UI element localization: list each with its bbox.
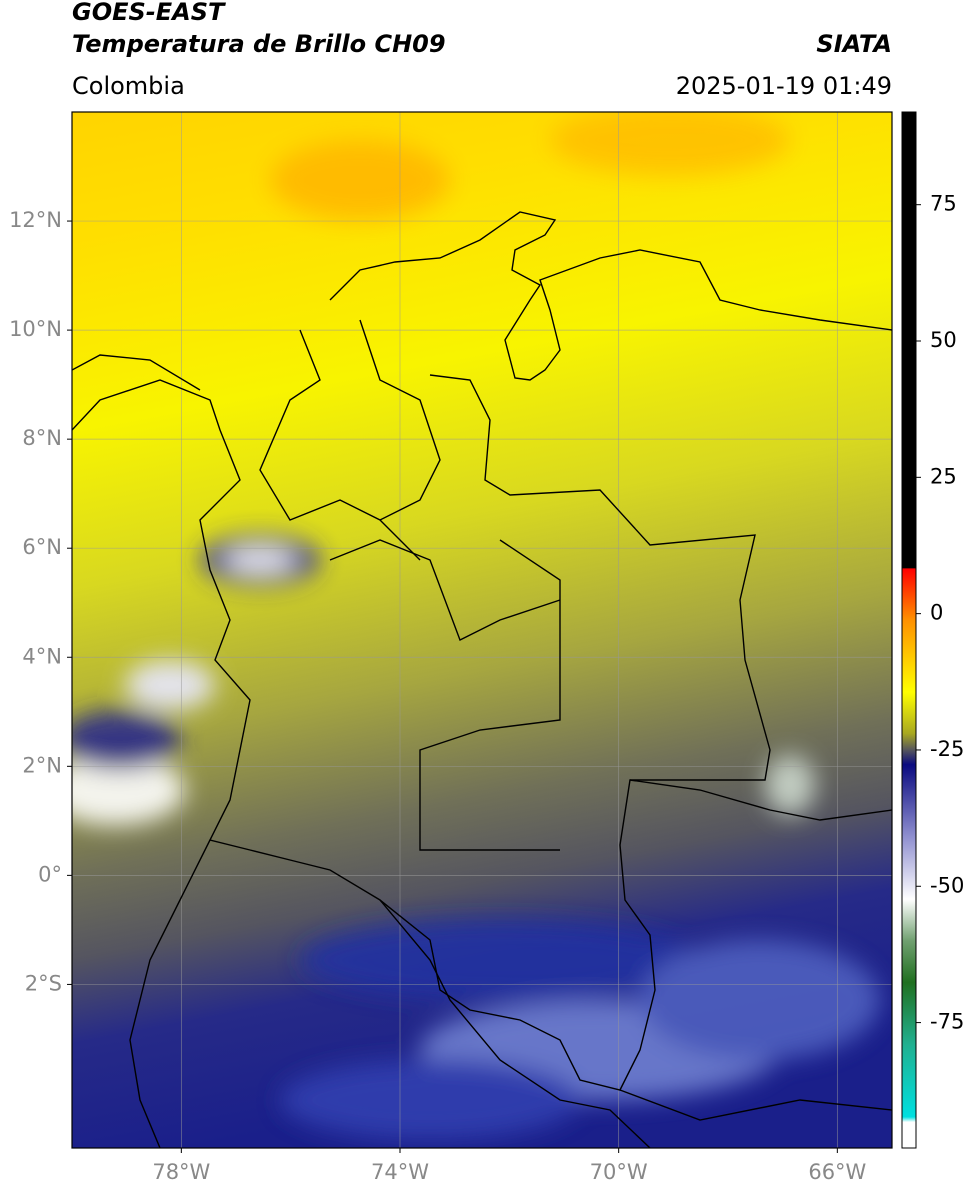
lon-tick-label: 66°W xyxy=(808,1160,866,1184)
ticks: 78°W 74°W 70°W 66°W 12°N 10°N 8°N 6°N 4°N 2°N 0° 2°… xyxy=(9,192,964,1184)
map-frame xyxy=(71,111,893,1149)
lat-tick-label: 2°N xyxy=(22,753,62,777)
source: GOES-EAST xyxy=(72,0,226,26)
lat-tick-label: 4°N xyxy=(22,644,62,668)
lat-tick-label: 2°S xyxy=(25,971,62,995)
colorbar-tick-label: 50 xyxy=(930,328,957,352)
colorbar-tick-label: -50 xyxy=(930,873,964,897)
lat-tick-label: 12°N xyxy=(9,208,62,232)
colorbar-tick-label: -75 xyxy=(930,1010,964,1034)
region: Colombia xyxy=(72,72,185,100)
agency: SIATA xyxy=(816,30,892,58)
lat-tick-label: 0° xyxy=(38,862,62,886)
lon-tick-label: 78°W xyxy=(152,1160,210,1184)
borders xyxy=(72,211,892,1148)
lon-tick-label: 70°W xyxy=(590,1160,648,1184)
colorbar-tick-label: 75 xyxy=(930,192,957,216)
lat-tick-label: 8°N xyxy=(22,426,62,450)
satellite-image xyxy=(72,112,892,1148)
colorbar xyxy=(901,111,917,1149)
lon-tick-label: 74°W xyxy=(371,1160,429,1184)
colorbar-tick-label: 25 xyxy=(930,464,957,488)
title: Temperatura de Brillo CH09 xyxy=(72,30,446,58)
lat-tick-label: 10°N xyxy=(9,317,62,341)
lat-tick-label: 6°N xyxy=(22,535,62,559)
graticule xyxy=(72,112,892,1148)
datetime: 2025-01-19 01:49 xyxy=(676,72,892,100)
colorbar-tick-label: 0 xyxy=(930,601,943,625)
colorbar-tick-label: -25 xyxy=(930,737,964,761)
